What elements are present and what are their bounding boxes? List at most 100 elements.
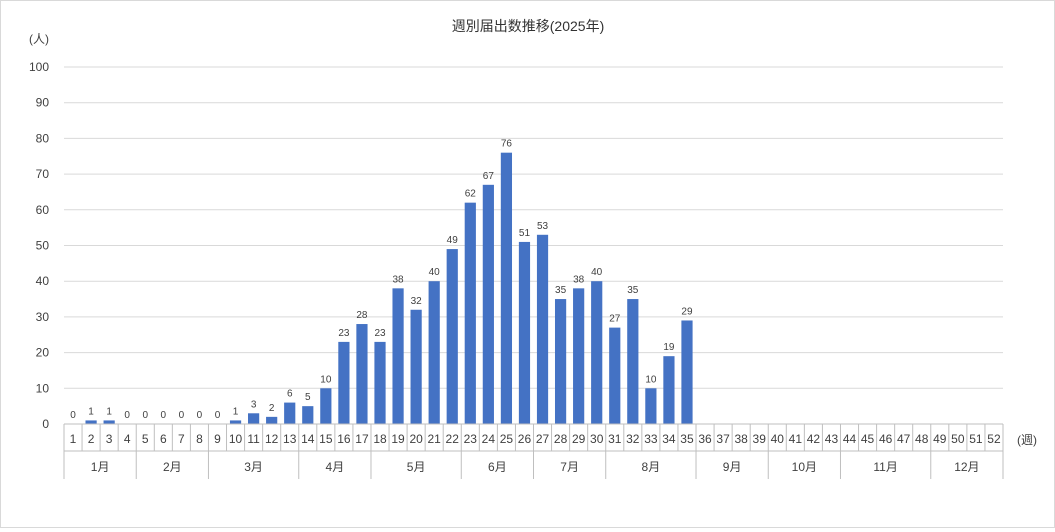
y-tick-label: 90 [36,96,50,110]
x-tick-label: 18 [373,432,387,446]
x-tick-label: 20 [409,432,423,446]
x-tick-label: 41 [789,432,803,446]
x-tick-label: 4 [124,432,131,446]
data-label: 0 [197,410,203,421]
y-tick-label: 40 [36,274,50,288]
x-tick-label: 11 [247,432,260,446]
x-tick-label: 40 [771,432,785,446]
x-tick-label: 13 [283,432,297,446]
bar [591,281,603,424]
x-tick-label: 45 [861,432,875,446]
bar [536,234,549,424]
month-label: 7月 [560,460,579,474]
data-label: 1 [233,406,239,417]
bar [428,281,440,424]
data-label: 10 [645,374,657,385]
y-tick-label: 80 [36,131,50,145]
y-tick-label: 50 [36,239,50,253]
y-tick-label: 60 [36,203,50,217]
data-label: 67 [483,171,495,182]
x-tick-label: 15 [319,432,333,446]
y-tick-label: 20 [36,346,50,360]
data-label: 32 [411,296,423,307]
x-tick-label: 24 [482,432,496,446]
data-label: 49 [447,235,459,246]
x-tick-label: 2 [88,432,95,446]
data-label: 0 [161,410,167,421]
x-tick-label: 16 [337,432,351,446]
x-tick-label: 1 [70,432,77,446]
x-tick-label: 29 [572,432,586,446]
data-label: 10 [320,374,332,385]
data-label: 29 [681,306,693,317]
bar [374,341,386,424]
data-label: 0 [124,410,130,421]
y-tick-label: 0 [42,417,49,431]
x-tick-label: 51 [969,432,983,446]
y-tick-label: 30 [36,310,50,324]
bar [356,324,368,424]
bar [266,416,278,424]
data-label: 38 [573,274,585,285]
x-tick-label: 34 [662,432,676,446]
x-tick-label: 19 [391,432,405,446]
month-label: 6月 [488,460,507,474]
x-tick-label: 12 [265,432,279,446]
data-label: 35 [627,285,639,296]
x-tick-label: 48 [915,432,929,446]
y-tick-label: 10 [36,381,50,395]
x-tick-label: 26 [518,432,532,446]
data-label: 40 [591,267,603,278]
x-tick-label: 39 [753,432,767,446]
bar [681,320,693,424]
bar [284,402,296,424]
bar [609,327,621,424]
x-tick-label: 6 [160,432,167,446]
x-axis-unit: (週) [1017,433,1037,447]
month-label: 12月 [954,460,979,474]
x-tick-label: 32 [626,432,640,446]
month-label: 2月 [163,460,182,474]
bar [248,413,260,424]
data-label: 23 [374,328,386,339]
data-label: 38 [393,274,405,285]
data-label: 0 [70,410,76,421]
data-label: 1 [88,406,94,417]
month-label: 4月 [326,460,345,474]
bar [446,249,458,424]
x-tick-label: 23 [464,432,478,446]
bar [410,309,422,424]
data-label: 1 [106,406,112,417]
x-tick-label: 44 [843,432,857,446]
bar [663,356,675,424]
month-label: 1月 [91,460,110,474]
bar [464,202,476,424]
bar [338,341,350,424]
x-tick-label: 43 [825,432,839,446]
x-tick-label: 28 [554,432,568,446]
data-label: 3 [251,399,257,410]
x-tick-label: 42 [807,432,821,446]
data-label: 2 [269,403,275,414]
y-axis-unit: (人) [29,32,49,46]
bar [103,420,115,424]
bar [229,420,242,424]
bar [500,152,513,424]
data-label: 0 [142,410,148,421]
month-label: 11月 [873,460,897,474]
bars: 0 1 1 0 0 0 0 0 0 13 26 510232823383240496267765153… [70,139,693,424]
data-label: 28 [356,310,368,321]
x-tick-label: 17 [355,432,369,446]
x-tick-label: 50 [951,432,965,446]
x-tick-label: 37 [716,432,730,446]
bar [627,299,639,424]
x-tick-label: 8 [196,432,203,446]
bar [645,388,657,424]
data-label: 6 [287,389,293,400]
x-tick-label: 35 [680,432,694,446]
data-label: 35 [555,285,567,296]
x-axis: 1 2 3 4 5 6 7 8 9 10 11 12 13 14 15 16 17 18 19 20 21 22 23 24 2… [63,423,1004,479]
